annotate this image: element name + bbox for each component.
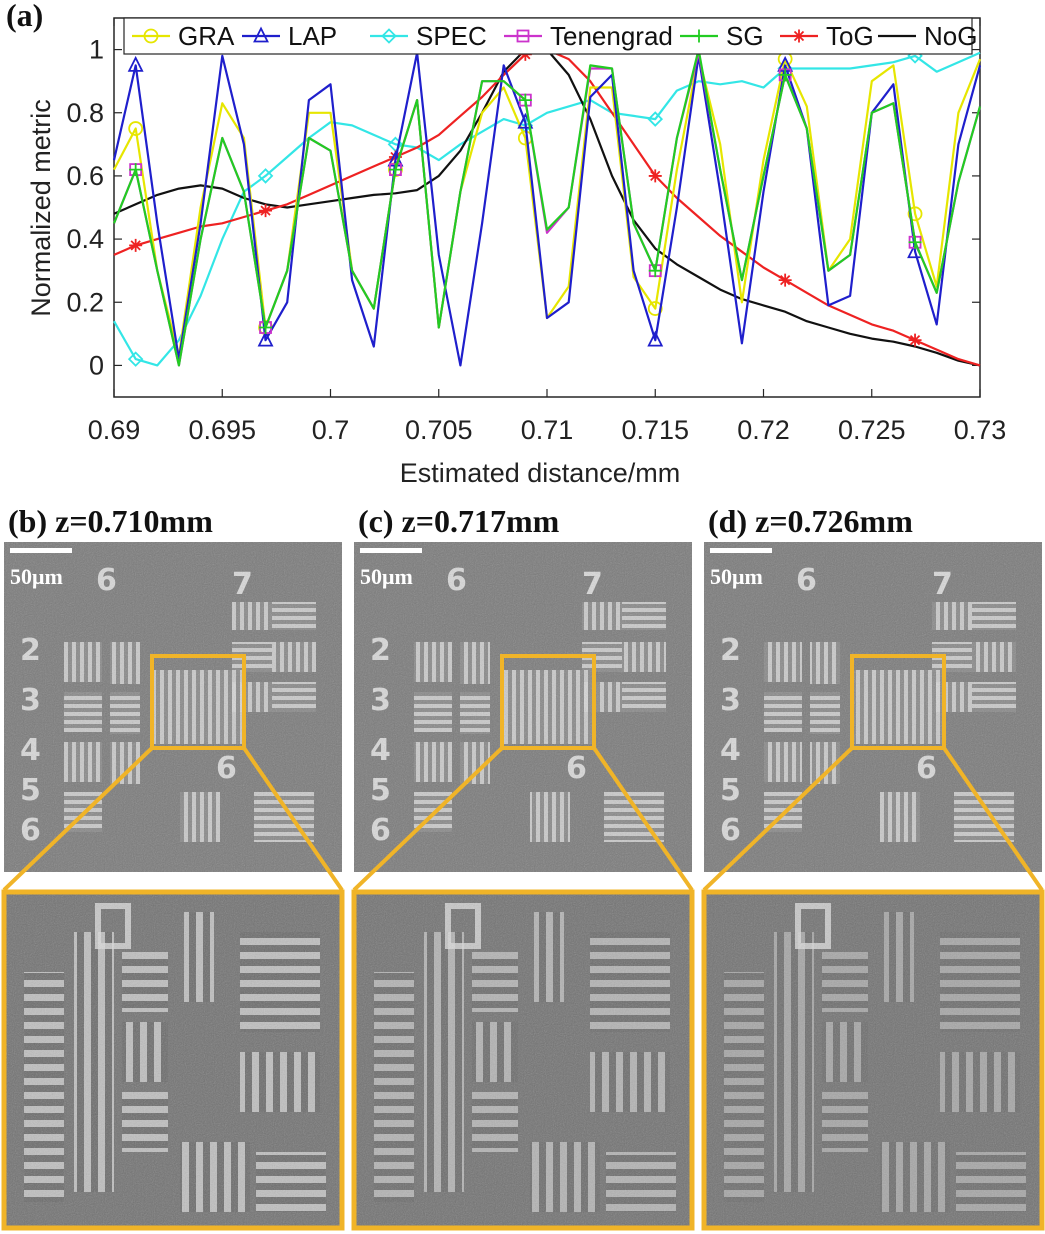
legend-entry-spec: SPEC [416, 21, 487, 51]
zoom-connector-right [242, 746, 344, 892]
x-tick-label: 0.725 [838, 415, 906, 445]
y-tick-label: 0.8 [66, 98, 104, 128]
x-tick-label: 0.705 [405, 415, 473, 445]
legend-marker-gra [143, 28, 159, 44]
y-axis-label: Normalized metric [26, 99, 56, 317]
data-point-tog [129, 238, 143, 252]
data-point-tog [778, 273, 792, 287]
legend-entry-gra: GRA [178, 21, 235, 51]
data-point-sg [908, 235, 922, 249]
data-point-spec [647, 111, 664, 127]
data-point-gra [647, 301, 663, 316]
micrograph-panel-1: 2345667650μm [1, 542, 345, 1231]
data-point-sg [388, 163, 402, 177]
micrograph-noise [4, 542, 342, 872]
zoom-noise [704, 892, 1042, 1228]
y-tick-label: 0.2 [66, 287, 104, 317]
data-point-sg [259, 321, 273, 335]
x-tick-label: 0.72 [737, 415, 790, 445]
data-point-tog [908, 333, 922, 347]
legend-marker-spec [381, 28, 397, 44]
scale-bar-label: 50μm [10, 564, 63, 589]
data-point-sg [778, 68, 792, 82]
x-axis-label: Estimated distance/mm [400, 458, 681, 488]
data-point-sg [518, 93, 532, 107]
legend-marker-lap [253, 26, 269, 43]
zoom-frame [701, 889, 1045, 1231]
x-tick-label: 0.715 [621, 415, 689, 445]
scale-bar [10, 548, 72, 553]
data-point-gra [907, 206, 923, 222]
x-tick-label: 0.695 [188, 415, 256, 445]
zoom-frame [351, 889, 695, 1231]
data-point-sg [648, 264, 662, 278]
y-tick-label: 0 [89, 350, 104, 380]
y-axis: 0 0.2 0.4 0.6 0.8 1 [66, 35, 980, 380]
zoom-connector-left [702, 746, 854, 892]
data-point-tog [648, 169, 662, 183]
scale-bar-label: 50μm [360, 564, 413, 589]
legend-marker-tog [792, 29, 806, 43]
y-tick-label: 0.6 [66, 161, 104, 191]
legend-entry-nog: NoG [924, 21, 977, 51]
x-tick-label: 0.7 [312, 415, 350, 445]
data-point-gra [128, 121, 144, 136]
scale-bar-label: 50μm [710, 564, 763, 589]
plot-area: 0 0.2 0.4 0.6 0.8 1 0.69 0.695 0.7 0.705 0.71 0.71… [66, 17, 1007, 445]
panel-label-b: (b) z=0.710mm [8, 503, 213, 539]
zoom-connector-left [352, 746, 504, 892]
panel-label-c: (c) z=0.717mm [358, 503, 560, 539]
micrograph-panels: 2345667650μm2345667650μm2345667650μm [1, 542, 1045, 1231]
data-point-spec [257, 168, 274, 184]
x-axis: 0.69 0.695 0.7 0.705 0.71 0.715 0.72 0.725 0.73 [88, 18, 1007, 445]
legend-marker-sg [692, 29, 706, 43]
series-line-sg [112, 48, 982, 367]
legend-entry-lap: LAP [288, 21, 337, 51]
y-tick-label: 0.4 [66, 224, 104, 254]
series-line-spec [113, 51, 981, 367]
data-point-lap [257, 330, 274, 347]
data-point-lap [647, 330, 664, 347]
zoom-region-box [500, 654, 596, 750]
zoom-connector-right [942, 746, 1044, 892]
data-point-tog [259, 204, 273, 218]
zoom-connector-right [592, 746, 694, 892]
zoom-noise [354, 892, 692, 1228]
zoom-region-box [850, 654, 946, 750]
series-line-lap [112, 51, 982, 367]
scale-bar [360, 548, 422, 553]
micrograph-noise [704, 542, 1042, 872]
legend: GRA LAP SPEC Tenengrad SG ToG NoG [123, 17, 977, 55]
legend-entry-tenengrad: Tenengrad [550, 21, 673, 51]
plot-frame [113, 17, 981, 398]
legend-box [123, 17, 973, 55]
data-point-spec [127, 351, 144, 367]
data-point-lap [127, 55, 144, 72]
data-point-sg [129, 163, 143, 177]
micrograph-panel-3: 2345667650μm [701, 542, 1045, 1231]
x-tick-label: 0.73 [954, 415, 1007, 445]
scale-bar [710, 548, 772, 553]
panel-label-d: (d) z=0.726mm [708, 503, 913, 539]
zoom-noise [4, 892, 342, 1228]
panel-label-a: (a) [6, 0, 43, 33]
series-sg [112, 48, 982, 367]
legend-marker-tenengrad [516, 29, 530, 43]
legend-entry-tog: ToG [826, 21, 874, 51]
micrograph-noise [354, 542, 692, 872]
x-tick-label: 0.71 [521, 415, 574, 445]
zoom-frame [1, 889, 345, 1231]
legend-entry-sg: SG [726, 21, 764, 51]
micrograph-panel-2: 2345667650μm [351, 542, 695, 1231]
y-tick-label: 1 [89, 35, 104, 65]
zoom-region-box [150, 654, 246, 750]
x-tick-label: 0.69 [88, 415, 141, 445]
zoom-connector-left [2, 746, 154, 892]
